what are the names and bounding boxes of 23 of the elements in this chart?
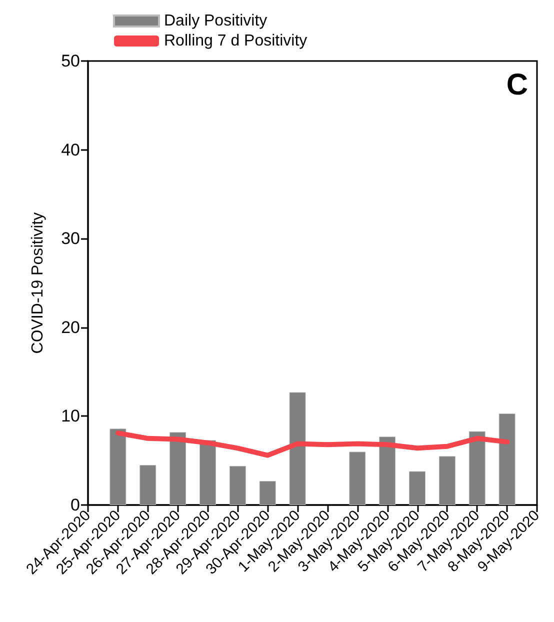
y-tick-label: 30	[61, 229, 80, 248]
bar	[229, 466, 246, 505]
y-tick-label: 40	[61, 140, 80, 160]
legend-label: Daily Positivity	[164, 12, 268, 30]
bar	[468, 431, 486, 505]
bar	[289, 392, 306, 505]
bar	[409, 471, 426, 505]
bar	[498, 414, 516, 505]
bar	[110, 428, 126, 505]
annotation: C	[506, 68, 528, 102]
y-tick-label: 0	[70, 496, 80, 514]
legend-label: Rolling 7 d Positivity	[164, 32, 308, 50]
bar	[170, 432, 186, 505]
y-axis-title: COVID-19 Positivity	[30, 212, 46, 354]
y-tick-label: 20	[61, 318, 80, 337]
bar	[379, 436, 396, 505]
y-tick-label: 50	[61, 52, 80, 70]
bar	[438, 456, 456, 505]
bar	[259, 481, 276, 505]
bar	[200, 440, 216, 505]
bar	[349, 452, 366, 505]
bar	[140, 465, 156, 505]
y-tick-label: 10	[61, 406, 80, 426]
